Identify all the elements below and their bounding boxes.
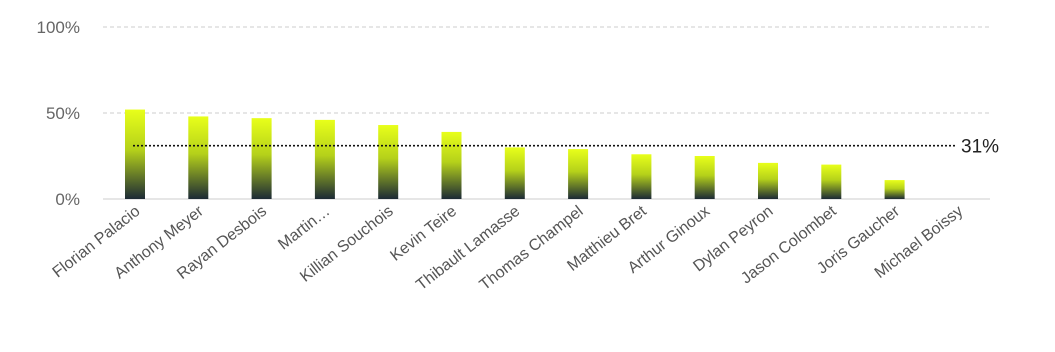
- bar: [251, 118, 272, 199]
- x-tick-label: Thomas Champel: [477, 203, 587, 294]
- bar: [631, 154, 652, 199]
- bar: [821, 164, 842, 199]
- x-tick-label: Martin…: [275, 203, 333, 254]
- bar: [694, 156, 715, 199]
- bar: [758, 162, 778, 199]
- bar: [188, 116, 209, 199]
- y-tick-label: 0%: [55, 190, 80, 209]
- bar: [884, 180, 905, 199]
- reference-line-group: 31%: [133, 137, 999, 158]
- bar: [441, 131, 462, 199]
- gridlines: [103, 26, 990, 200]
- bars: [125, 109, 905, 199]
- bar: [314, 119, 335, 199]
- bar: [504, 147, 525, 199]
- bar: [568, 149, 589, 199]
- bar: [378, 125, 399, 199]
- y-tick-label: 50%: [46, 104, 80, 123]
- x-tick-label: Thibault Lamasse: [413, 203, 523, 294]
- y-tick-label: 100%: [37, 18, 80, 37]
- reference-line-label: 31%: [961, 137, 999, 158]
- y-axis-ticks: 0% 50% 100%: [37, 18, 80, 209]
- bar: [125, 109, 145, 199]
